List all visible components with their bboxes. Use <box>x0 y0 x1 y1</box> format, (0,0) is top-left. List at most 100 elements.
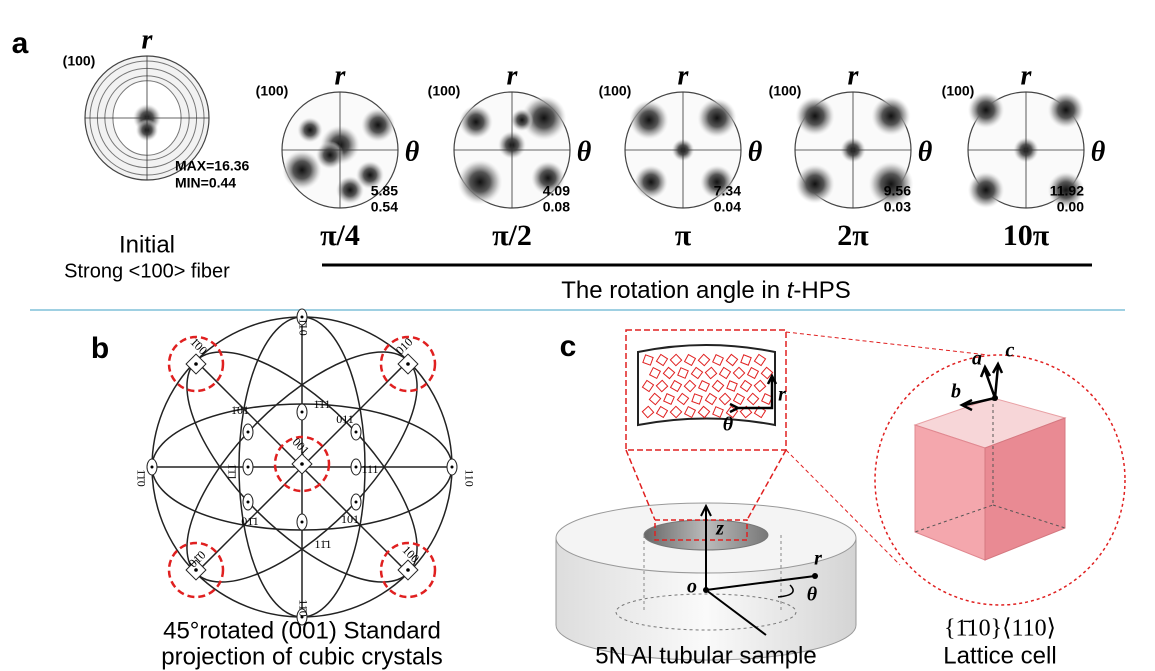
min-value: 0.54 <box>371 199 398 215</box>
angle-label: π/2 <box>492 219 532 252</box>
axis-r: r <box>507 60 519 91</box>
pole-dot <box>194 362 198 366</box>
pole-label: (100) <box>256 83 289 99</box>
texture-peak <box>511 109 533 131</box>
pole-index: 1̄11 <box>313 397 330 411</box>
caption-line: projection of cubic crystals <box>161 643 442 670</box>
pole-label: (100) <box>428 83 461 99</box>
texture-peak <box>361 108 395 142</box>
angle-label: π <box>675 219 692 252</box>
pole-index: 1̄10 <box>296 318 310 336</box>
pole-dot <box>355 501 358 504</box>
zoom-link <box>786 332 988 355</box>
pole-index: 101 <box>341 512 359 526</box>
texture-peak <box>459 105 493 139</box>
pole-dot <box>151 466 154 469</box>
zoom-r: r <box>778 384 786 406</box>
pole-dot <box>301 521 304 524</box>
axis-theta: θ <box>807 584 818 606</box>
pole-dot <box>451 466 454 469</box>
cube-front <box>915 425 985 560</box>
pole-label: (100) <box>599 83 632 99</box>
caption-part: -HPS <box>793 277 850 304</box>
texture-peak <box>458 160 503 205</box>
max-value: 5.85 <box>371 183 398 199</box>
texture-peak <box>795 96 834 135</box>
panel-label: c <box>560 330 577 363</box>
panel-label: a <box>12 27 29 60</box>
initial-label: Initial <box>119 231 175 258</box>
cell-caption: Lattice cell <box>943 642 1056 669</box>
pole-dot <box>301 411 304 414</box>
axis-theta: θ <box>577 136 592 167</box>
axis-theta: θ <box>1091 136 1106 167</box>
texture-peak <box>282 150 321 189</box>
pole-dot <box>355 431 358 434</box>
axis-theta: θ <box>405 136 420 167</box>
initial-sub: Strong <100> fiber <box>64 260 230 282</box>
axis-r: r <box>848 60 860 91</box>
cell-c: c <box>1006 340 1015 362</box>
pole-dot <box>300 462 304 466</box>
pole-dot <box>247 466 250 469</box>
cell-b: b <box>951 381 961 403</box>
min-value: 0.08 <box>543 199 570 215</box>
caption-line: 45°rotated (001) Standard <box>163 617 441 644</box>
axis-r: r <box>1021 60 1033 91</box>
texture-peak <box>697 98 736 137</box>
min-value: 0.03 <box>884 199 911 215</box>
pole-dot <box>355 466 358 469</box>
axis-theta: θ <box>748 136 763 167</box>
texture-peak <box>1048 92 1084 128</box>
origin <box>703 587 709 593</box>
axis-theta: θ <box>918 136 933 167</box>
cell-origin <box>992 395 998 401</box>
pole-index: 1̄1̄0 <box>134 469 148 487</box>
pole-dot <box>247 501 250 504</box>
pole-index: 11̄1 <box>314 537 331 551</box>
max-value: MAX=16.36 <box>175 158 250 174</box>
pole-dot <box>406 362 410 366</box>
panel-label: b <box>91 332 109 365</box>
zoom-theta: θ <box>723 414 734 436</box>
max-value: 4.09 <box>543 183 570 199</box>
axis-r: r <box>678 60 690 91</box>
angle-label: 10π <box>1003 219 1050 252</box>
pole-label: (100) <box>942 83 975 99</box>
texture-peak <box>795 164 834 203</box>
texture-peak <box>629 100 668 139</box>
texture-peak <box>968 172 1004 208</box>
caption-part: The rotation angle in <box>561 277 786 304</box>
pole-index: 1̄01 <box>231 403 249 417</box>
pole-index: 110 <box>462 469 476 487</box>
axis-r: r <box>814 548 822 570</box>
pole-index: 111 <box>361 462 378 476</box>
origin-label: o <box>687 576 697 598</box>
pole-label: (100) <box>769 83 802 99</box>
axis-z: z <box>715 518 724 540</box>
max-value: 7.34 <box>714 183 741 199</box>
pole-index: 011 <box>336 412 354 426</box>
texture-peak <box>871 96 910 135</box>
pole-label: (100) <box>63 53 96 69</box>
texture-peak <box>297 117 322 142</box>
pole-index: 01̄1 <box>241 514 259 528</box>
min-value: 0.00 <box>1057 199 1084 215</box>
angle-label: 2π <box>837 219 869 252</box>
axis-caption: The rotation angle in t-HPS <box>561 277 851 304</box>
min-value: MIN=0.44 <box>175 175 236 191</box>
axis-r: r <box>142 24 154 55</box>
min-value: 0.04 <box>714 199 741 215</box>
sample-caption: 5N Al tubular sample <box>595 642 816 669</box>
pole-dot <box>247 431 250 434</box>
max-value: 9.56 <box>884 183 911 199</box>
cell-a: a <box>972 348 982 370</box>
figure: ar(100)MAX=16.36MIN=0.44rθ(100)5.850.54π… <box>0 0 1155 671</box>
texture-label: {1̄10}⟨110⟩ <box>944 616 1056 642</box>
axis-r: r <box>335 60 347 91</box>
max-value: 11.92 <box>1050 183 1084 199</box>
texture-peak <box>634 165 668 199</box>
angle-label: π/4 <box>320 219 360 252</box>
pole-index: 11̄0 <box>296 599 310 617</box>
pole-index: 1̄1̄1 <box>225 463 239 480</box>
